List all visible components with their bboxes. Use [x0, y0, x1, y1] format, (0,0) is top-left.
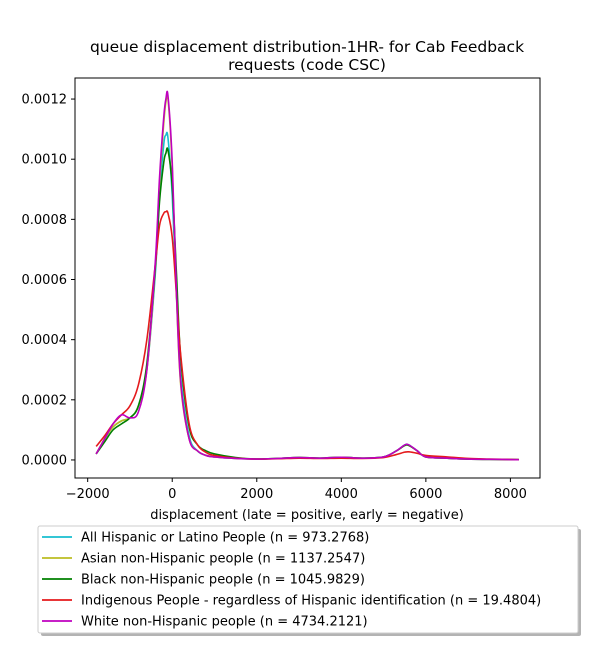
legend-label: All Hispanic or Latino People (n = 973.2…: [81, 531, 369, 546]
legend-label: Asian non-Hispanic people (n = 1137.2547…: [81, 552, 365, 567]
series-line-indigenous-people-regardless-of-hispanic: [95, 210, 519, 461]
x-tick-label: −2000: [66, 487, 110, 502]
x-tick-label: 6000: [409, 487, 442, 502]
x-tick-label: 2000: [240, 487, 273, 502]
y-tick-label: 0.0000: [22, 453, 68, 468]
legend-label: White non-Hispanic people (n = 4734.2121…: [81, 615, 368, 630]
series-layer: [95, 90, 519, 461]
legend: All Hispanic or Latino People (n = 973.2…: [37, 525, 581, 636]
x-tick-label: 0: [168, 487, 176, 502]
chart-title-line-2: requests (code CSC): [228, 56, 386, 74]
y-tick-label: 0.0004: [22, 333, 68, 348]
chart-title-line-1: queue displacement distribution-1HR- for…: [90, 38, 524, 56]
x-tick-label: 4000: [325, 487, 358, 502]
x-axis-label: displacement (late = positive, early = n…: [150, 508, 464, 523]
series-line-black-non-hispanic-people: [95, 147, 519, 461]
x-axis: −2000 0 2000 4000 6000 8000: [66, 478, 527, 502]
series-line-white-non-hispanic-people: [95, 90, 519, 461]
y-tick-label: 0.0006: [22, 273, 68, 288]
legend-label: Indigenous People - regardless of Hispan…: [81, 594, 541, 609]
legend-label: Black non-Hispanic people (n = 1045.9829…: [81, 573, 365, 588]
x-tick-label: 8000: [494, 487, 527, 502]
series-line-asian-non-hispanic-people: [95, 93, 519, 461]
legend-box: [37, 525, 579, 634]
y-tick-label: 0.0012: [22, 93, 68, 108]
y-tick-label: 0.0010: [22, 153, 68, 168]
y-axis: 0.0000 0.0002 0.0004 0.0006 0.0008 0.0010 0.00…: [22, 93, 75, 468]
plot-area-frame: [74, 77, 541, 479]
y-tick-label: 0.0002: [22, 393, 68, 408]
y-tick-label: 0.0008: [22, 213, 68, 228]
